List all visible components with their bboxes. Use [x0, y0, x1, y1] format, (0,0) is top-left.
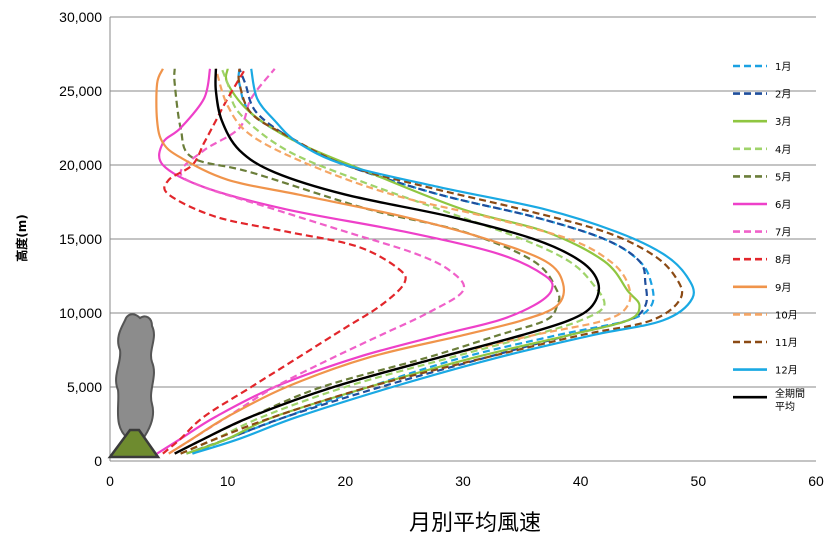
horizontal-gridlines: [110, 16, 816, 388]
series-line: [180, 68, 684, 455]
y-tick-label: 0: [94, 453, 102, 469]
legend-label: 4月: [775, 144, 791, 156]
y-tick-labels: 0 5,000 10,000 15,000 20,000 25,000 30,000: [59, 9, 102, 469]
legend-label: 8月: [775, 254, 791, 266]
legend-label: 6月: [775, 199, 791, 211]
series-line: [155, 68, 565, 455]
x-tick-label: 0: [106, 473, 114, 489]
y-tick-label: 25,000: [59, 83, 102, 99]
series-line: [174, 68, 601, 455]
legend-label: 7月: [775, 227, 791, 239]
series-lines: [155, 68, 695, 455]
ash-plume-icon: [115, 313, 155, 441]
volcano-icon: [107, 313, 161, 459]
series-line: [180, 68, 606, 455]
volcano-mountain-icon: [107, 428, 161, 459]
y-tick-label: 15,000: [59, 231, 102, 247]
y-tick-label: 30,000: [59, 9, 102, 25]
series-line: [192, 68, 695, 455]
x-axis-label: 月別平均風速: [409, 511, 541, 534]
legend-label: 2月: [775, 89, 791, 101]
chart-axes: [109, 17, 816, 462]
y-axis-label: 高度(m): [14, 214, 29, 261]
legend-label: 全期間平均: [775, 387, 805, 413]
x-tick-label: 50: [691, 473, 707, 489]
y-tick-label: 5,000: [67, 379, 102, 395]
legend-label: 3月: [775, 116, 791, 128]
series-line: [173, 68, 561, 455]
x-tick-labels: 0 10 20 30 40 50 60: [106, 473, 824, 489]
y-tick-label: 10,000: [59, 305, 102, 321]
series-line: [191, 68, 655, 455]
x-tick-label: 30: [455, 473, 471, 489]
x-tick-label: 40: [573, 473, 589, 489]
x-tick-label: 20: [338, 473, 354, 489]
legend-label: 10月: [775, 309, 798, 321]
legend-label: 9月: [775, 282, 791, 294]
legend-label: 12月: [775, 365, 798, 377]
x-tick-label: 60: [808, 473, 824, 489]
legend-label: 5月: [775, 171, 791, 183]
x-tick-label: 10: [220, 473, 236, 489]
legend-label: 11月: [775, 337, 798, 349]
y-tick-label: 20,000: [59, 157, 102, 173]
legend-label: 1月: [775, 61, 791, 73]
series-line: [168, 68, 466, 455]
series-line: [174, 68, 632, 455]
series-line: [162, 68, 407, 455]
